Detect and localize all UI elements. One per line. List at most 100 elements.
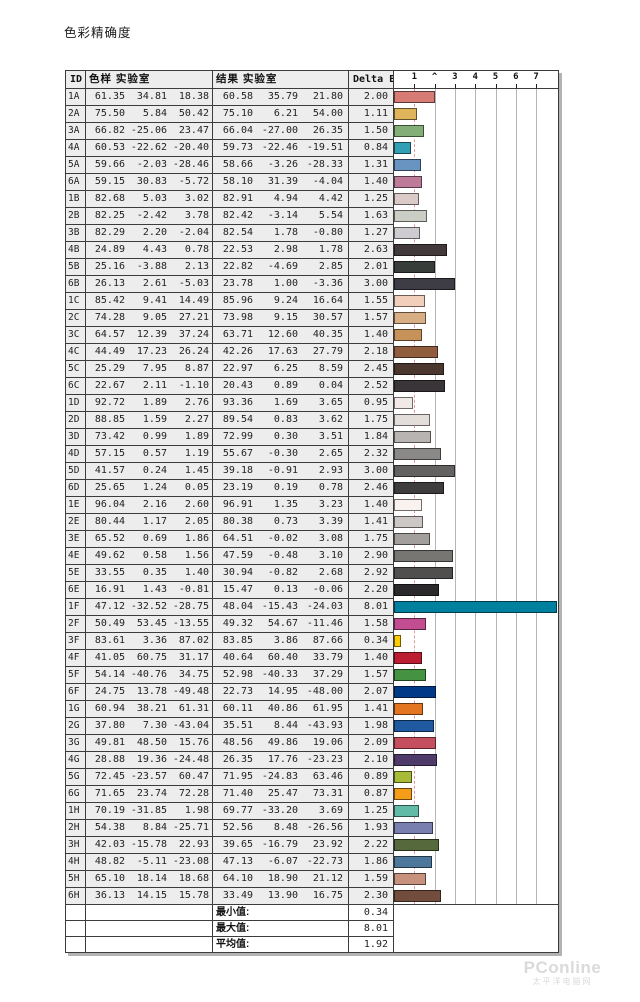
sample-lab-value: 54.38 <box>94 822 125 833</box>
sample-lab-values: 85.42 9.41 14.49 <box>86 293 213 310</box>
table-row: 5F 54.14 -40.76 34.75 52.98 -40.33 37.29 1.57 <box>66 667 558 684</box>
axis-tick-label: 4 <box>472 72 478 82</box>
result-lab-value: 17.63 <box>267 346 298 357</box>
sample-lab-value: 23.74 <box>136 788 167 799</box>
result-lab-values: 15.47 0.13 -0.06 <box>213 582 349 599</box>
table-row: 6A 59.15 30.83 -5.72 58.10 31.39 -4.04 1.40 <box>66 174 558 191</box>
sample-lab-value: 75.50 <box>94 108 125 119</box>
sample-lab-values: 72.45 -23.57 60.47 <box>86 769 213 786</box>
summary-chart-cell <box>394 905 558 921</box>
sample-lab-value: 0.69 <box>142 533 167 544</box>
bar-cell <box>394 616 558 633</box>
sample-lab-values: 88.85 1.59 2.27 <box>86 412 213 429</box>
delta-e-bar <box>394 669 426 681</box>
result-lab-value: 8.59 <box>318 363 343 374</box>
result-lab-values: 75.10 6.21 54.00 <box>213 106 349 123</box>
result-lab-values: 22.53 2.98 1.78 <box>213 242 349 259</box>
delta-e-value: 2.90 <box>349 548 394 565</box>
sample-lab-values: 60.94 38.21 61.31 <box>86 701 213 718</box>
sample-lab-values: 57.15 0.57 1.19 <box>86 446 213 463</box>
sample-lab-values: 41.57 0.24 1.45 <box>86 463 213 480</box>
sample-lab-value: 1.19 <box>184 448 209 459</box>
delta-e-value: 1.55 <box>349 293 394 310</box>
result-lab-value: 60.40 <box>267 652 298 663</box>
row-id: 6G <box>66 786 86 803</box>
sample-lab-value: 2.16 <box>142 499 167 510</box>
sample-lab-values: 96.04 2.16 2.60 <box>86 497 213 514</box>
row-id: 6D <box>66 480 86 497</box>
result-lab-value: 85.96 <box>222 295 253 306</box>
row-id: 2E <box>66 514 86 531</box>
sample-lab-value: 14.15 <box>136 890 167 901</box>
delta-e-value: 2.20 <box>349 582 394 599</box>
delta-e-value: 1.11 <box>349 106 394 123</box>
result-lab-value: 61.95 <box>312 703 343 714</box>
sample-lab-value: 80.44 <box>94 516 125 527</box>
sample-lab-values: 26.13 2.61 -5.03 <box>86 276 213 293</box>
sample-lab-values: 65.52 0.69 1.86 <box>86 531 213 548</box>
result-lab-value: 60.58 <box>222 91 253 102</box>
result-lab-value: -16.79 <box>261 839 298 850</box>
result-lab-values: 47.59 -0.48 3.10 <box>213 548 349 565</box>
result-lab-value: 1.78 <box>273 227 298 238</box>
sample-lab-value: 1.89 <box>184 431 209 442</box>
delta-e-bar <box>394 193 420 205</box>
result-lab-value: 40.86 <box>267 703 298 714</box>
row-id: 1G <box>66 701 86 718</box>
sample-lab-value: 0.99 <box>142 431 167 442</box>
row-id: 6B <box>66 276 86 293</box>
table-row: 6H 36.13 14.15 15.78 33.49 13.90 16.75 2.30 <box>66 888 558 905</box>
delta-e-bar <box>394 159 421 171</box>
result-lab-value: 63.46 <box>312 771 343 782</box>
row-id: 3C <box>66 327 86 344</box>
result-lab-value: 2.93 <box>318 465 343 476</box>
result-lab-value: 47.13 <box>222 856 253 867</box>
sample-lab-value: 2.27 <box>184 414 209 425</box>
delta-e-bar <box>394 618 427 630</box>
result-lab-value: 82.91 <box>222 193 253 204</box>
sample-lab-values: 37.80 7.30 -43.04 <box>86 718 213 735</box>
delta-e-value: 2.18 <box>349 344 394 361</box>
bar-cell <box>394 140 558 157</box>
delta-e-bar <box>394 346 439 358</box>
table-row: 3A 66.82 -25.06 23.47 66.04 -27.00 26.35 1.50 <box>66 123 558 140</box>
result-lab-value: 1.78 <box>318 244 343 255</box>
result-lab-value: 3.39 <box>318 516 343 527</box>
delta-e-value: 2.45 <box>349 361 394 378</box>
table-row: 6D 25.65 1.24 0.05 23.19 0.19 0.78 2.46 <box>66 480 558 497</box>
result-lab-value: 8.44 <box>273 720 298 731</box>
sample-lab-value: 2.11 <box>142 380 167 391</box>
result-lab-value: 72.99 <box>222 431 253 442</box>
result-lab-values: 64.51 -0.02 3.08 <box>213 531 349 548</box>
result-lab-value: 0.04 <box>318 380 343 391</box>
table-header-row: ID 色样 实验室 结果 实验室 Delta E 1 ^ 3 4 5 6 7 <box>66 71 558 89</box>
sample-lab-values: 41.05 60.75 31.17 <box>86 650 213 667</box>
delta-e-value: 2.52 <box>349 378 394 395</box>
axis-tick-mark <box>454 84 456 88</box>
sample-lab-values: 36.13 14.15 15.78 <box>86 888 213 905</box>
result-lab-value: 82.42 <box>222 210 253 221</box>
bar-cell <box>394 803 558 820</box>
sample-lab-value: -2.42 <box>136 210 167 221</box>
sample-lab-value: 85.42 <box>94 295 125 306</box>
row-id: 4H <box>66 854 86 871</box>
sample-lab-value: 34.75 <box>178 669 209 680</box>
sample-lab-values: 74.28 9.05 27.21 <box>86 310 213 327</box>
sample-lab-value: 65.10 <box>94 873 125 884</box>
sample-lab-value: 82.68 <box>94 193 125 204</box>
result-lab-values: 60.58 35.79 21.80 <box>213 89 349 106</box>
table-row: 3B 82.29 2.20 -2.04 82.54 1.78 -0.80 1.27 <box>66 225 558 242</box>
sample-lab-value: -28.75 <box>172 601 209 612</box>
delta-e-bar <box>394 584 439 596</box>
delta-e-bar <box>394 516 423 528</box>
sample-lab-values: 82.68 5.03 3.02 <box>86 191 213 208</box>
delta-e-value: 1.57 <box>349 667 394 684</box>
result-lab-values: 55.67 -0.30 2.65 <box>213 446 349 463</box>
summary-label: 最小值: <box>216 907 250 918</box>
result-lab-value: 48.04 <box>222 601 253 612</box>
bar-cell <box>394 718 558 735</box>
sample-lab-value: 7.95 <box>142 363 167 374</box>
sample-lab-value: -49.48 <box>172 686 209 697</box>
sample-lab-value: 19.36 <box>136 754 167 765</box>
sample-lab-value: 9.05 <box>142 312 167 323</box>
